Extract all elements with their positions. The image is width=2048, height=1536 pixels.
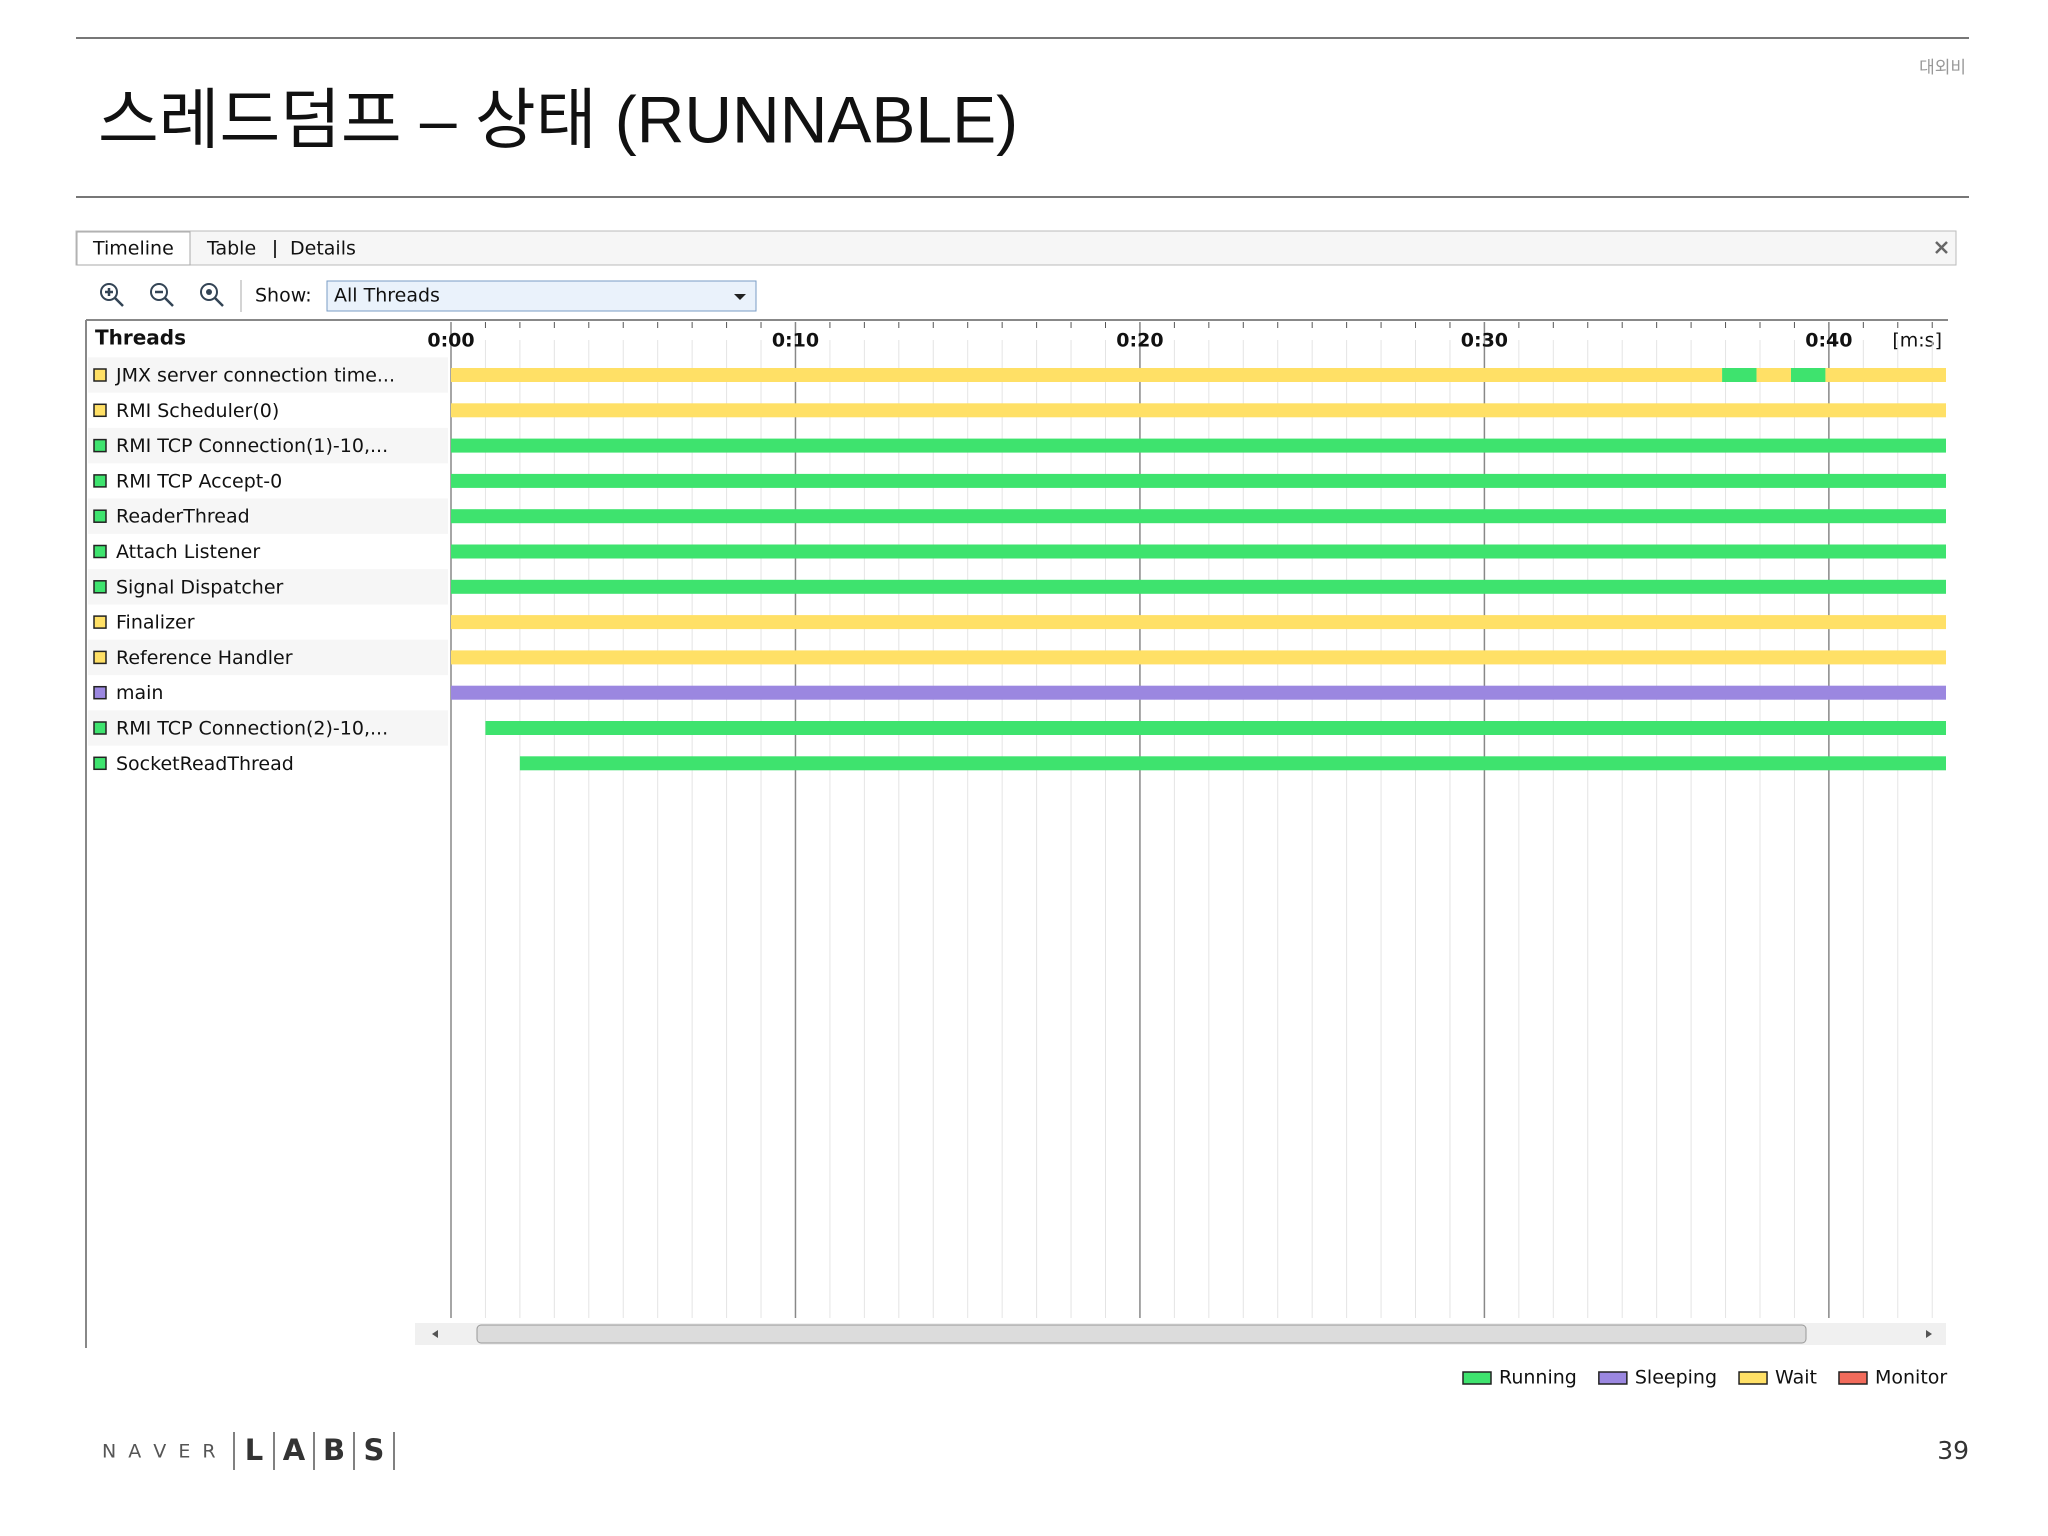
- thread-state-icon: [93, 509, 107, 523]
- tick-label: 0:10: [772, 330, 819, 352]
- state-segment: [451, 403, 1946, 418]
- logo-letter: A: [283, 1433, 306, 1467]
- state-segment: [451, 650, 1946, 665]
- thread-name: Reference Handler: [116, 647, 293, 669]
- thread-name: ReaderThread: [116, 506, 250, 528]
- legend-label: Monitor: [1875, 1367, 1947, 1389]
- row-stripe: [88, 427, 448, 464]
- thread-state-icon: [93, 650, 107, 665]
- thread-state-icon: [93, 544, 107, 559]
- thread-state-icon: [93, 438, 107, 453]
- row-stripe: [88, 639, 448, 676]
- show-label: Show:: [255, 285, 312, 307]
- page-number: 39: [1937, 1436, 1969, 1465]
- thread-name: RMI TCP Accept-0: [116, 470, 282, 492]
- show-value[interactable]: All Threads: [334, 285, 440, 307]
- threads-header: Threads: [95, 326, 186, 350]
- thread-name: SocketReadThread: [116, 753, 294, 775]
- state-segment: [451, 544, 1946, 559]
- state-segment: [1790, 368, 1826, 382]
- thread-name: main: [116, 682, 163, 704]
- state-segment: [1825, 368, 1946, 382]
- classification: 대외비: [1919, 58, 1966, 78]
- timeline-panel: [86, 320, 1948, 1348]
- legend-swatch: [1738, 1371, 1768, 1385]
- thread-state-icon: [93, 685, 107, 700]
- legend-swatch: [1462, 1371, 1492, 1385]
- legend-swatch: [1838, 1371, 1868, 1385]
- thread-name: RMI TCP Connection(2)-10,...: [116, 718, 388, 740]
- unit-label: [m:s]: [1892, 330, 1942, 352]
- logo-naver: N A V E R: [102, 1441, 219, 1463]
- tick-label: 0:00: [427, 330, 474, 352]
- state-segment: [451, 368, 1723, 382]
- logo-letter: L: [245, 1433, 263, 1467]
- tab[interactable]: Details: [290, 238, 356, 260]
- thread-state-icon: [93, 368, 107, 382]
- state-segment: [1722, 368, 1757, 382]
- thread-state-icon: [93, 474, 107, 488]
- legend-label: Running: [1499, 1367, 1577, 1389]
- state-segment: [1756, 368, 1791, 382]
- legend-label: Sleeping: [1635, 1367, 1717, 1389]
- thread-state-icon: [93, 615, 107, 629]
- show-dropdown[interactable]: [326, 280, 757, 312]
- slide-title: 스레드덤프 – 상태 (RUNNABLE): [98, 82, 1018, 156]
- tab-active[interactable]: [76, 231, 191, 266]
- tab[interactable]: Timeline: [92, 238, 174, 260]
- zoom-out[interactable]: [150, 283, 174, 307]
- thread-state-icon: [93, 403, 107, 418]
- legend-swatch: [1598, 1371, 1628, 1385]
- thread-state-icon: [93, 580, 107, 594]
- thread-name: Finalizer: [116, 612, 195, 634]
- tick-label: 0:20: [1116, 330, 1163, 352]
- thread-name: Signal Dispatcher: [116, 576, 284, 598]
- thread-state-icon: [93, 756, 107, 771]
- thread-state-icon: [93, 721, 107, 735]
- thread-name: RMI Scheduler(0): [116, 400, 279, 422]
- scrollbar-thumb[interactable]: [476, 1324, 1807, 1344]
- state-segment: [485, 721, 1946, 735]
- zoom-fit[interactable]: [200, 283, 224, 307]
- state-segment: [519, 756, 1946, 771]
- state-segment: [451, 579, 1946, 594]
- row-stripe: [88, 357, 448, 393]
- state-segment: [451, 438, 1946, 453]
- zoom-in[interactable]: [100, 283, 124, 307]
- state-segment: [451, 615, 1946, 630]
- tab[interactable]: Table: [206, 238, 256, 260]
- state-segment: [451, 473, 1946, 488]
- legend-label: Wait: [1775, 1367, 1817, 1389]
- logo-letter: S: [364, 1433, 385, 1467]
- tick-label: 0:40: [1805, 330, 1852, 352]
- thread-name: RMI TCP Connection(1)-10,...: [116, 435, 388, 457]
- tick-label: 0:30: [1461, 330, 1508, 352]
- close-icon[interactable]: [1935, 241, 1948, 254]
- row-stripe: [88, 569, 448, 605]
- row-stripe: [88, 498, 448, 534]
- tab-bar: [75, 230, 1957, 266]
- row-stripe: [88, 710, 448, 746]
- state-segment: [451, 509, 1946, 524]
- thread-name: Attach Listener: [116, 541, 260, 563]
- state-segment: [451, 685, 1946, 700]
- logo-letter: B: [323, 1433, 345, 1467]
- dropdown-arrow[interactable]: [734, 294, 746, 300]
- thread-name: JMX server connection time...: [115, 365, 395, 387]
